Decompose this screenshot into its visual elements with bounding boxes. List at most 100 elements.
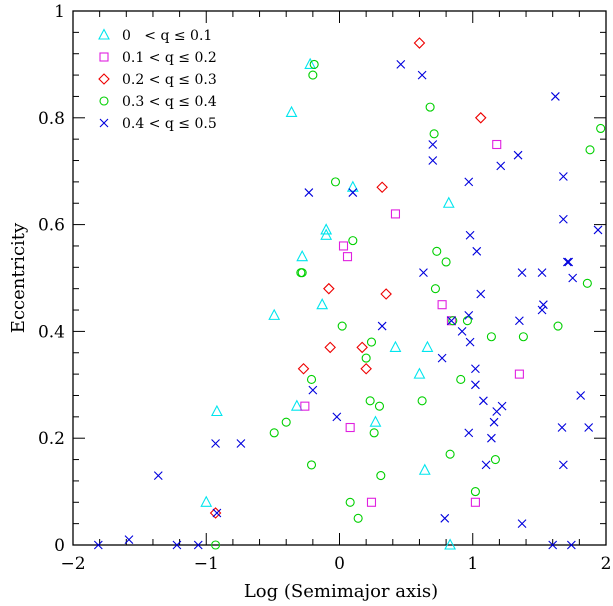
data-point <box>568 273 578 283</box>
y-tick-label: 0.2 <box>38 429 65 449</box>
data-point <box>448 316 458 326</box>
data-point <box>576 391 586 400</box>
data-point <box>269 428 279 438</box>
data-point <box>430 284 440 294</box>
data-point <box>320 223 333 235</box>
data-point <box>428 156 438 165</box>
data-point <box>268 308 281 320</box>
data-point <box>584 423 594 432</box>
x-tick-label: −2 <box>60 554 85 574</box>
data-point <box>514 316 524 326</box>
data-point <box>417 396 427 406</box>
axis-ticks <box>72 10 607 546</box>
legend: 0 < q ≤ 0.1 0.1 < q ≤ 0.2 0.2 < q ≤ 0.3 0.3… <box>98 28 217 132</box>
data-point <box>489 417 499 427</box>
data-point <box>376 471 386 481</box>
data-point <box>481 460 491 470</box>
series-3 <box>209 37 487 519</box>
data-point <box>210 404 223 417</box>
data-point <box>320 228 333 240</box>
y-tick-label: 1 <box>54 2 65 22</box>
x-tick-label: 0 <box>334 554 345 574</box>
data-point <box>306 460 317 470</box>
data-point <box>582 278 592 288</box>
data-point <box>444 538 457 550</box>
data-points <box>93 37 606 550</box>
data-point <box>486 332 496 342</box>
tick-labels: −2 −1 0 1 2 0 0.2 0.4 0.6 0.8 1 <box>38 2 611 574</box>
data-point <box>374 401 385 411</box>
data-point <box>413 37 426 49</box>
data-point <box>470 497 480 507</box>
data-point <box>366 337 377 347</box>
data-point <box>389 340 402 352</box>
data-point <box>211 439 220 448</box>
data-point <box>345 497 355 507</box>
data-point <box>464 428 474 438</box>
data-point <box>557 423 567 432</box>
data-point <box>553 321 563 331</box>
x-tick-label: 1 <box>467 554 478 574</box>
data-point <box>369 428 379 438</box>
data-point <box>447 316 456 326</box>
data-point <box>492 407 502 416</box>
series-1 <box>200 57 457 550</box>
data-point <box>464 177 474 187</box>
data-point <box>465 230 475 240</box>
data-point <box>281 417 291 427</box>
legend-marker <box>99 118 109 128</box>
data-point <box>390 209 401 219</box>
legend-entry-label: 0.2 < q ≤ 0.3 <box>122 72 217 88</box>
data-point <box>306 374 317 385</box>
legend-marker <box>99 96 109 106</box>
data-point <box>338 241 349 251</box>
y-tick-label: 0.6 <box>38 216 65 236</box>
data-point <box>558 460 568 470</box>
legend-entry-label: 0 < q ≤ 0.1 <box>122 28 212 44</box>
data-point <box>470 487 480 497</box>
data-point <box>124 535 134 545</box>
data-point <box>476 289 486 299</box>
data-point <box>417 70 427 80</box>
legend-entry-label: 0.1 < q ≤ 0.2 <box>122 50 217 66</box>
data-point <box>425 102 435 112</box>
data-point <box>471 364 480 374</box>
data-point <box>538 300 548 310</box>
data-point <box>348 236 358 246</box>
data-point <box>441 257 451 267</box>
data-point <box>437 300 447 310</box>
data-point <box>316 298 329 310</box>
data-point <box>309 59 319 69</box>
data-point <box>464 310 474 320</box>
data-point <box>200 495 213 507</box>
data-point <box>593 225 603 235</box>
data-point <box>445 449 455 459</box>
data-point <box>457 327 467 336</box>
data-point <box>360 363 372 375</box>
data-point <box>380 288 392 300</box>
data-point <box>297 268 307 278</box>
data-point <box>537 305 547 315</box>
data-point <box>356 341 368 354</box>
data-point <box>514 369 524 379</box>
legend-marker <box>98 28 110 40</box>
data-point <box>212 508 222 518</box>
legend-marker <box>98 73 110 85</box>
data-point <box>429 129 439 139</box>
data-point <box>236 439 246 448</box>
data-point <box>496 161 506 171</box>
data-point <box>474 112 487 124</box>
data-point <box>324 341 336 354</box>
data-point <box>342 252 353 262</box>
legend-entry-label: 0.3 < q ≤ 0.4 <box>122 94 217 110</box>
data-point <box>296 249 309 262</box>
series-2 <box>300 139 524 507</box>
data-point <box>548 540 558 550</box>
data-point <box>428 140 438 149</box>
legend-marker <box>99 52 109 62</box>
data-point <box>440 513 450 523</box>
data-point <box>337 321 347 331</box>
y-tick-label: 0.8 <box>38 109 65 129</box>
data-point <box>361 353 371 363</box>
